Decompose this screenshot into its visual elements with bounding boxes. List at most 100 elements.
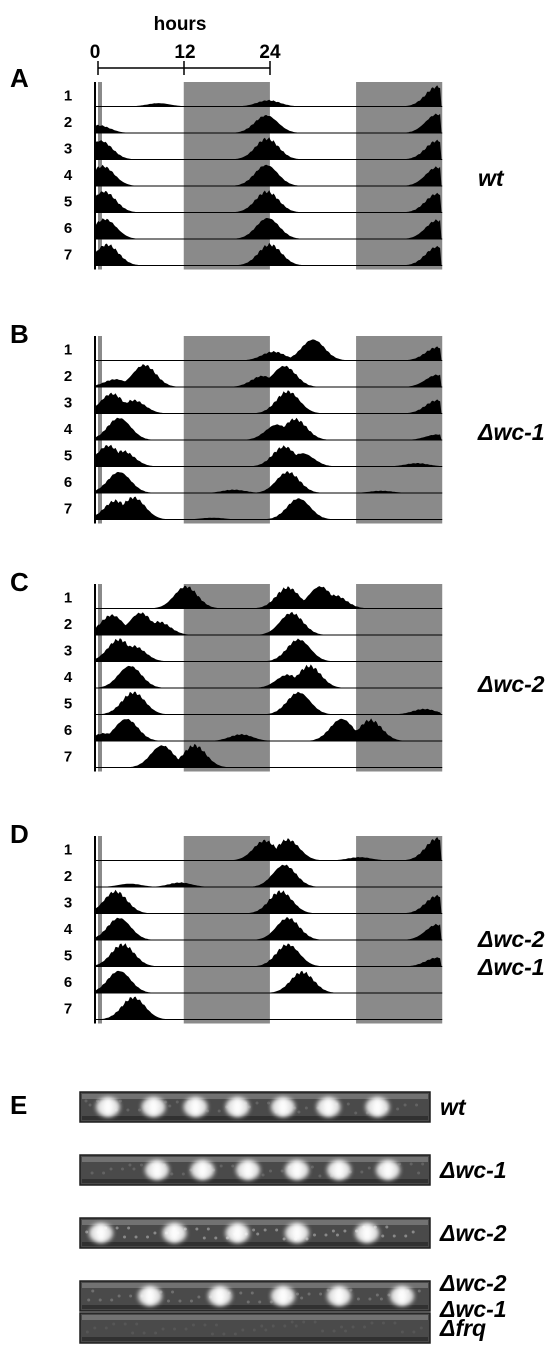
conidial-band-core <box>383 1162 393 1178</box>
tick-label-24: 24 <box>259 42 281 63</box>
mycelium-speckle <box>400 1330 404 1334</box>
day-number: 2 <box>64 114 72 131</box>
mycelium-speckle <box>123 1322 127 1326</box>
mycelium-speckle <box>332 1329 336 1333</box>
mycelium-speckle <box>340 1325 344 1329</box>
mycelium-speckle <box>421 1162 425 1166</box>
mycelium-speckle <box>171 1290 175 1294</box>
activity-trace <box>94 718 442 741</box>
mycelium-speckle <box>93 1326 97 1330</box>
mycelium-speckle <box>102 1171 106 1175</box>
mycelium-speckle <box>302 1320 306 1324</box>
activity-trace <box>94 390 442 414</box>
mycelium-speckle <box>250 1291 254 1295</box>
day-number: 3 <box>64 643 72 660</box>
mycelium-speckle <box>184 1327 188 1331</box>
day-number: 4 <box>64 421 73 438</box>
mycelium-speckle <box>312 1233 316 1237</box>
mycelium-speckle <box>304 1106 308 1110</box>
mycelium-speckle <box>126 1108 130 1112</box>
mycelium-speckle <box>367 1166 371 1170</box>
race-tube-highlight <box>82 1094 428 1099</box>
activity-trace <box>94 242 442 266</box>
dark-period-block-1 <box>183 836 270 1024</box>
mycelium-speckle <box>217 1109 221 1113</box>
hours-axis: hours 0 12 24 <box>90 14 281 75</box>
conidial-band-core <box>232 1225 243 1241</box>
mycelium-speckle <box>419 1326 423 1330</box>
day-number: 3 <box>64 395 72 412</box>
mycelium-speckle <box>146 1235 150 1239</box>
conidial-band-core <box>323 1099 334 1115</box>
mycelium-speckle <box>173 1327 177 1331</box>
mycelium-speckle <box>128 1163 132 1167</box>
transfer-marker <box>98 336 102 524</box>
mycelium-speckle <box>360 1170 364 1174</box>
mycelium-speckle <box>117 1294 121 1298</box>
mycelium-speckle <box>164 1100 168 1104</box>
mycelium-speckle <box>346 1102 350 1106</box>
mycelium-speckle <box>121 1167 125 1171</box>
activity-trace <box>94 417 442 440</box>
conidial-band-core <box>278 1288 288 1304</box>
mycelium-speckle <box>368 1297 372 1301</box>
mycelium-speckle <box>313 1320 317 1324</box>
race-tube-highlight <box>82 1315 428 1320</box>
mycelium-speckle <box>409 1162 413 1166</box>
day-number: 2 <box>64 868 72 885</box>
mycelium-speckle <box>415 1103 419 1107</box>
day-number: 5 <box>64 448 72 465</box>
race-tube: Δwc-1 <box>79 1154 507 1186</box>
panel-letter: B <box>10 319 29 349</box>
mycelium-speckle <box>219 1164 223 1168</box>
mycelium-speckle <box>280 1169 284 1173</box>
mycelium-speckle <box>310 1165 314 1169</box>
race-tube-highlight <box>82 1220 428 1225</box>
mycelium-speckle <box>168 1104 172 1108</box>
mycelium-speckle <box>210 1332 214 1336</box>
panel-b: B Δwc-1 1 2 3 4 5 6 7 <box>10 319 545 524</box>
mycelium-speckle <box>115 1226 119 1230</box>
mycelium-speckle <box>109 1167 113 1171</box>
activity-trace <box>94 137 442 160</box>
mycelium-speckle <box>134 1235 138 1239</box>
activity-trace <box>94 996 442 1020</box>
mycelium-speckle <box>297 1110 301 1114</box>
race-tube-strain-label: Δwc-2 <box>439 1270 507 1296</box>
day-number: 3 <box>64 895 72 912</box>
mycelium-speckle <box>153 1231 157 1235</box>
panel-letter: C <box>10 567 29 597</box>
conidial-band-core <box>215 1288 225 1304</box>
day-number: 5 <box>64 948 72 965</box>
mycelium-speckle <box>222 1332 226 1336</box>
race-tube: Δfrq <box>79 1312 486 1344</box>
day-number: 1 <box>64 590 72 607</box>
mycelium-speckle <box>191 1323 195 1327</box>
conidial-band-core <box>169 1225 180 1241</box>
activity-trace <box>94 218 442 239</box>
mycelium-speckle <box>88 1103 92 1107</box>
activity-trace <box>94 339 442 361</box>
mycelium-speckle <box>189 1299 193 1303</box>
mycelium-speckle <box>231 1164 235 1168</box>
mycelium-speckle <box>135 1322 139 1326</box>
mycelium-speckle <box>84 1099 88 1103</box>
mycelium-speckle <box>417 1171 421 1175</box>
mycelium-speckle <box>326 1288 330 1292</box>
mycelium-speckle <box>166 1299 170 1303</box>
activity-trace <box>94 943 442 967</box>
conidial-band-core <box>278 1099 288 1115</box>
activity-trace <box>94 664 442 688</box>
mycelium-speckle <box>241 1328 245 1332</box>
mycelium-speckle <box>412 1330 416 1334</box>
mycelium-speckle <box>261 1173 265 1177</box>
strain-label: Δwc-2 <box>477 671 545 697</box>
mycelium-speckle <box>404 1234 408 1238</box>
activity-trace <box>94 864 442 887</box>
mycelium-speckle <box>269 1300 273 1304</box>
dark-period-block-1 <box>183 584 270 772</box>
strain-label: Δwc-2 <box>477 926 545 952</box>
mycelium-speckle <box>178 1299 182 1303</box>
